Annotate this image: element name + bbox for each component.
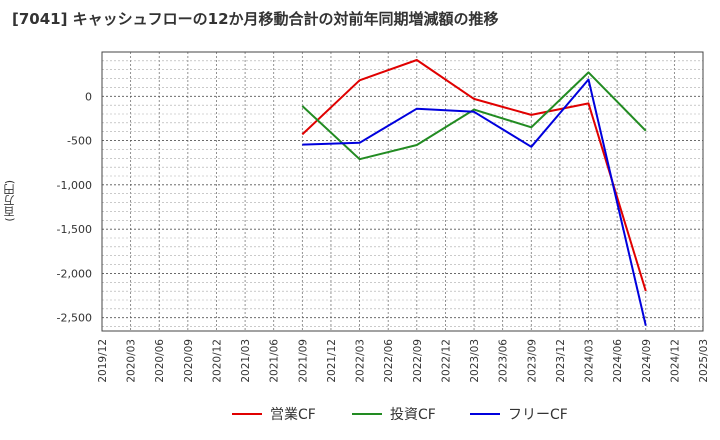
y-tick-label: -2,000 xyxy=(57,267,92,280)
x-tick-label: 2024/06 xyxy=(612,339,624,383)
x-tick-label: 2024/09 xyxy=(641,339,653,383)
x-tick-label: 2023/09 xyxy=(526,339,538,383)
x-tick-label: 2020/03 xyxy=(126,339,138,383)
y-tick-label: -1,500 xyxy=(57,223,92,236)
x-tick-label: 2024/03 xyxy=(584,339,596,383)
x-tick-label: 2021/03 xyxy=(240,339,252,383)
y-tick-label: 0 xyxy=(85,90,92,103)
x-tick-label: 2024/12 xyxy=(669,339,681,383)
x-tick-label: 2022/03 xyxy=(355,339,367,383)
series-line xyxy=(301,71,647,161)
y-tick-label: -2,500 xyxy=(57,312,92,325)
y-tick-label: -1,000 xyxy=(57,179,92,192)
series-line xyxy=(302,78,647,326)
x-tick-label: 2019/12 xyxy=(97,339,109,383)
x-tick-label: 2022/06 xyxy=(383,339,395,383)
chart-title: [7041] キャッシュフローの12か月移動合計の対前年同期増減額の推移 xyxy=(12,10,499,28)
legend-label: 営業CF xyxy=(270,407,316,423)
x-tick-label: 2025/03 xyxy=(698,339,710,383)
series-line xyxy=(301,59,647,292)
x-tick-label: 2021/06 xyxy=(269,339,281,383)
plot-frame xyxy=(101,51,704,332)
x-tick-label: 2023/06 xyxy=(498,339,510,383)
x-tick-label: 2021/12 xyxy=(326,339,338,383)
x-tick-label: 2020/06 xyxy=(154,339,166,383)
x-tick-label: 2022/09 xyxy=(412,339,424,383)
x-tick-label: 2020/12 xyxy=(211,339,223,383)
legend-label: 投資CF xyxy=(390,407,436,423)
x-tick-label: 2021/09 xyxy=(297,339,309,383)
plot-area xyxy=(102,52,703,331)
x-tick-label: 2020/09 xyxy=(183,339,195,383)
legend-label: フリーCF xyxy=(508,407,568,423)
y-tick-label: -500 xyxy=(67,135,92,148)
x-tick-label: 2022/12 xyxy=(440,339,452,383)
x-tick-label: 2023/03 xyxy=(469,339,481,383)
x-tick-label: 2023/12 xyxy=(555,339,567,383)
